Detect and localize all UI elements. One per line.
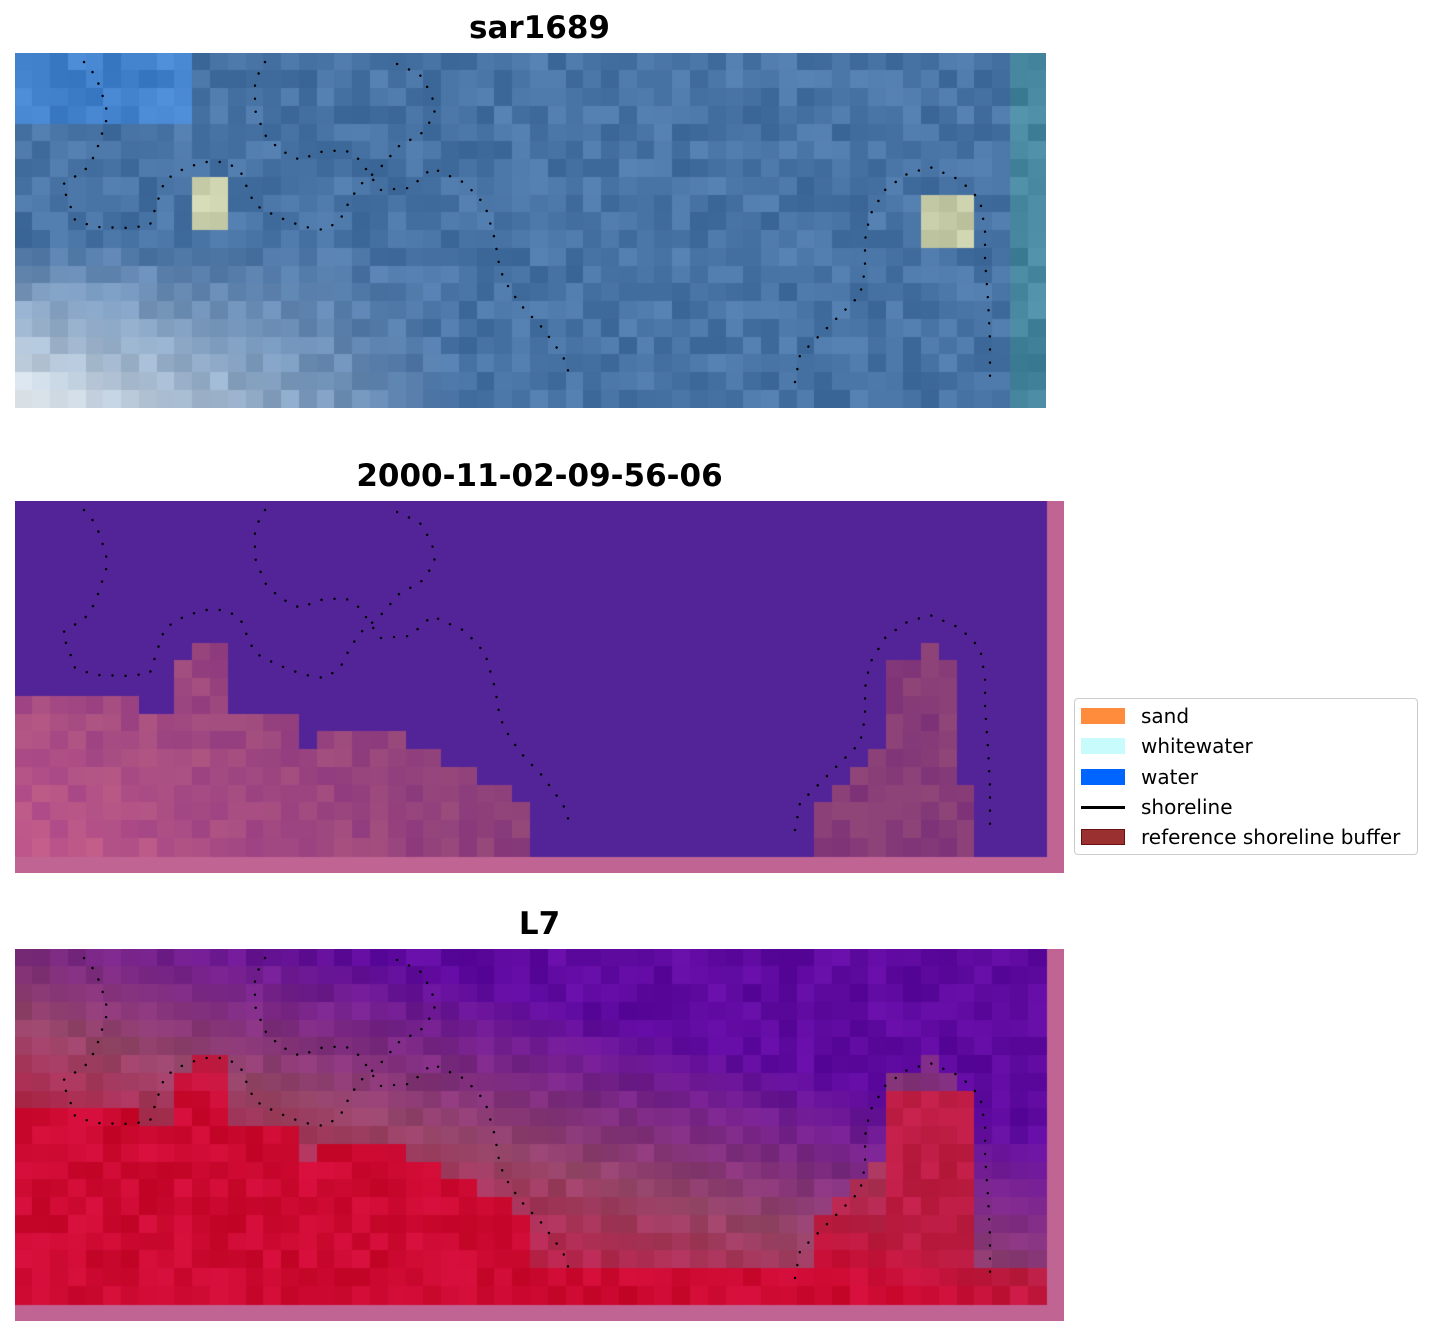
shoreline-dots [60, 58, 437, 232]
legend-label: reference shoreline buffer [1141, 825, 1401, 849]
legend-item-shoreline: shoreline [1081, 795, 1233, 819]
legend: sand whitewater water shoreline referenc… [1074, 698, 1418, 855]
shoreline-dots [253, 60, 570, 384]
sand-swatch [1081, 708, 1125, 724]
shoreline-dots [793, 165, 992, 384]
shoreline-dots [793, 613, 992, 832]
shoreline-overlay [60, 506, 992, 832]
panel-title-classified: 2000-11-02-09-56-06 [356, 458, 723, 494]
legend-item-whitewater: whitewater [1081, 734, 1253, 758]
legend-item-water: water [1081, 765, 1198, 789]
buffer-swatch [1081, 829, 1125, 845]
whitewater-swatch [1081, 738, 1125, 754]
shoreline-dots [793, 1061, 992, 1280]
rgb-satellite-image [15, 53, 1046, 408]
index-image [15, 949, 1064, 1321]
legend-label: water [1141, 765, 1198, 789]
panel-title-rgb: sar1689 [469, 10, 610, 46]
legend-item-buffer: reference shoreline buffer [1081, 825, 1400, 849]
water-swatch [1081, 769, 1125, 785]
legend-label: shoreline [1141, 795, 1233, 819]
shoreline-dots [253, 956, 570, 1280]
panel-title-index: L7 [518, 906, 561, 942]
shoreline-dots [253, 508, 570, 832]
legend-item-sand: sand [1081, 704, 1189, 728]
shoreline-dots [60, 506, 437, 680]
shoreline-dots [60, 954, 437, 1128]
shoreline-overlay [60, 954, 992, 1280]
classified-image [15, 501, 1064, 873]
legend-label: whitewater [1141, 734, 1253, 758]
shoreline-line-icon [1081, 805, 1125, 809]
legend-label: sand [1141, 704, 1190, 728]
shoreline-overlay [60, 58, 992, 384]
